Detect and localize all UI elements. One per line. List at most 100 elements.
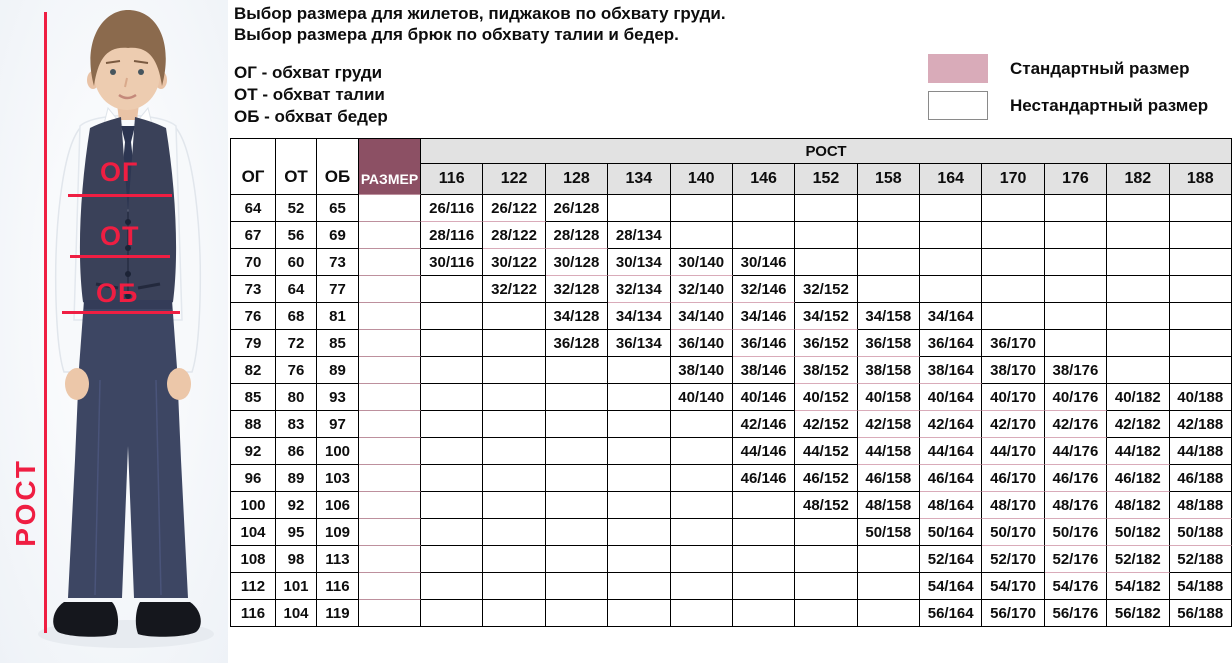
- table-row: 70 60 73 30 30/116 30/122 30/128 30/134 30/140 30…: [231, 249, 1232, 276]
- size-value-cell: 52: [359, 546, 421, 573]
- empty-cell: [483, 384, 546, 411]
- size-height-cell: 42/170: [982, 411, 1045, 438]
- empty-cell: [857, 195, 920, 222]
- header-row-heights: 116 122 128 134 140 146 152 158 164 170 176 182 188: [231, 164, 1232, 195]
- size-height-cell: 44/164: [920, 438, 983, 465]
- empty-cell: [483, 573, 546, 600]
- size-column-header: РАЗМЕР: [359, 139, 421, 195]
- empty-cell: [421, 600, 484, 627]
- table-row: 73 64 77 32 32/122 32/128 32/134 32/140 32/146 32…: [231, 276, 1232, 303]
- empty-cell: [421, 357, 484, 384]
- empty-cell: [920, 195, 983, 222]
- empty-cell: [483, 438, 546, 465]
- model-photo: РОСТ ОГ ОТ ОБ: [0, 0, 228, 663]
- waist-value-cell: 89: [276, 465, 317, 492]
- waist-value-cell: 68: [276, 303, 317, 330]
- chest-value-cell: 100: [231, 492, 276, 519]
- size-height-cell: 36/158: [857, 330, 920, 357]
- empty-cell: [920, 249, 983, 276]
- empty-cell: [421, 465, 484, 492]
- waist-value-cell: 98: [276, 546, 317, 573]
- empty-cell: [670, 222, 733, 249]
- size-value-cell: 48: [359, 492, 421, 519]
- table-row: 100 92 106 48 48/152 48/158 48/164 48/170 48/176…: [231, 492, 1232, 519]
- hips-value-cell: 116: [317, 573, 359, 600]
- chest-value-cell: 70: [231, 249, 276, 276]
- size-height-cell: 30/146: [732, 249, 796, 276]
- empty-cell: [920, 222, 983, 249]
- size-height-cell: 44/188: [1169, 438, 1232, 465]
- table-row: 92 86 100 44 44/146 44/152 44/158 44/164 44/170 4…: [231, 438, 1232, 465]
- empty-cell: [795, 600, 858, 627]
- table-row: 112 101 116 54 54/164 54/170 54/176 54/182 54/18…: [231, 573, 1232, 600]
- size-height-cell: 32/146: [732, 276, 796, 303]
- empty-cell: [421, 573, 484, 600]
- hips-value-cell: 73: [317, 249, 359, 276]
- table-row: 79 72 85 36 36/128 36/134 36/140 36/146 36/152 36…: [231, 330, 1232, 357]
- table-row: 64 52 65 26 26/116 26/122 26/128: [231, 195, 1232, 222]
- empty-cell: [1107, 222, 1170, 249]
- empty-cell: [795, 249, 858, 276]
- height-annotation-label: РОСТ: [10, 458, 41, 547]
- empty-cell: [1107, 249, 1170, 276]
- waist-value-cell: 95: [276, 519, 317, 546]
- size-height-cell: 40/170: [982, 384, 1045, 411]
- empty-cell: [421, 438, 484, 465]
- chest-value-cell: 76: [231, 303, 276, 330]
- size-value-cell: 50: [359, 519, 421, 546]
- size-height-cell: 40/152: [795, 384, 858, 411]
- size-height-cell: 44/182: [1107, 438, 1170, 465]
- size-height-cell: 42/158: [857, 411, 920, 438]
- height-column-header: 146: [732, 164, 796, 195]
- empty-cell: [982, 276, 1045, 303]
- empty-cell: [1044, 303, 1108, 330]
- size-height-cell: 38/176: [1044, 357, 1108, 384]
- size-height-cell: 44/146: [732, 438, 796, 465]
- empty-cell: [920, 276, 983, 303]
- size-value-cell: 40: [359, 384, 421, 411]
- empty-cell: [421, 546, 484, 573]
- height-group-header: РОСТ: [421, 139, 1232, 164]
- empty-cell: [608, 492, 671, 519]
- hips-value-cell: 93: [317, 384, 359, 411]
- legend-row-nonstandard: Нестандартный размер: [928, 91, 1208, 120]
- size-height-cell: 46/152: [795, 465, 858, 492]
- size-value-cell: 42: [359, 411, 421, 438]
- empty-cell: [732, 573, 796, 600]
- empty-cell: [670, 573, 733, 600]
- size-height-cell: 32/128: [545, 276, 609, 303]
- empty-cell: [857, 222, 920, 249]
- chest-column-header: ОГ: [231, 139, 276, 195]
- empty-cell: [670, 438, 733, 465]
- size-height-cell: 38/158: [857, 357, 920, 384]
- table-row: 104 95 109 50 50/158 50/164 50/170 50/176 50/182…: [231, 519, 1232, 546]
- empty-cell: [483, 330, 546, 357]
- waist-value-cell: 80: [276, 384, 317, 411]
- empty-cell: [1044, 195, 1108, 222]
- size-height-cell: 30/116: [421, 249, 484, 276]
- empty-cell: [1107, 303, 1170, 330]
- abbr-waist: ОТ - обхват талии: [234, 85, 385, 104]
- empty-cell: [483, 492, 546, 519]
- empty-cell: [483, 303, 546, 330]
- empty-cell: [857, 546, 920, 573]
- intro-line-1: Выбор размера для жилетов, пиджаков по о…: [234, 4, 726, 23]
- empty-cell: [982, 303, 1045, 330]
- size-height-cell: 34/140: [670, 303, 733, 330]
- hips-annotation-label: ОБ: [96, 278, 139, 308]
- intro-line-2: Выбор размера для брюк по обхвату талии …: [234, 25, 679, 44]
- waist-column-header: ОТ: [276, 139, 317, 195]
- empty-cell: [1169, 249, 1232, 276]
- empty-cell: [483, 600, 546, 627]
- empty-cell: [795, 195, 858, 222]
- height-column-header: 140: [670, 164, 733, 195]
- size-value-cell: 34: [359, 303, 421, 330]
- size-height-cell: 34/164: [920, 303, 983, 330]
- size-height-cell: 56/170: [982, 600, 1045, 627]
- size-height-cell: 36/152: [795, 330, 858, 357]
- hips-value-cell: 65: [317, 195, 359, 222]
- hips-value-cell: 81: [317, 303, 359, 330]
- size-value-cell: 44: [359, 438, 421, 465]
- chest-measure-line: [68, 194, 172, 197]
- empty-cell: [795, 222, 858, 249]
